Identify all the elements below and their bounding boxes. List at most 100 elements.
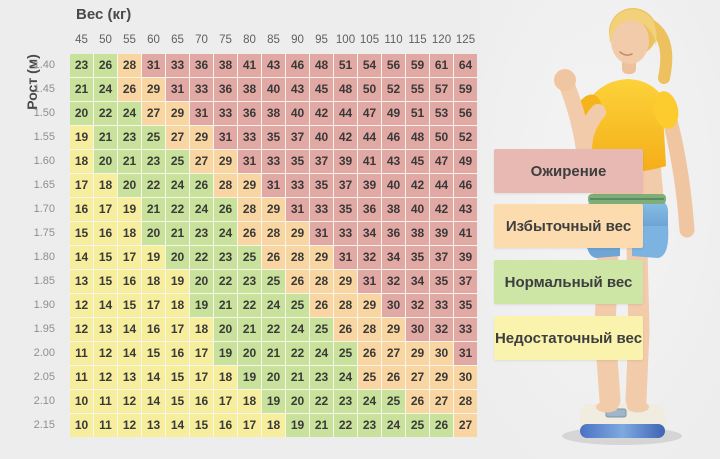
bmi-cell: 29: [310, 246, 333, 269]
bmi-cell: 38: [382, 198, 405, 221]
bmi-cell: 57: [430, 78, 453, 101]
bmi-cell: 22: [142, 174, 165, 197]
bmi-cell: 28: [238, 198, 261, 221]
bmi-cell: 33: [286, 174, 309, 197]
bmi-cell: 26: [358, 342, 381, 365]
bmi-cell: 49: [382, 102, 405, 125]
bmi-cell: 53: [430, 102, 453, 125]
bmi-cell: 21: [94, 126, 117, 149]
bmi-cell: 49: [454, 150, 477, 173]
bmi-cell: 15: [94, 270, 117, 293]
bmi-cell: 18: [118, 222, 141, 245]
bmi-cell: 48: [334, 78, 357, 101]
weight-header: 85: [267, 34, 280, 46]
weight-header: 55: [123, 34, 136, 46]
bmi-cell: 54: [358, 54, 381, 77]
bmi-cell: 25: [238, 246, 261, 269]
bmi-cell: 28: [118, 54, 141, 77]
bmi-cell: 52: [454, 126, 477, 149]
bmi-cell: 22: [310, 390, 333, 413]
bmi-cell: 36: [238, 102, 261, 125]
bmi-cell: 27: [430, 390, 453, 413]
bmi-cell: 51: [334, 54, 357, 77]
bmi-cell: 25: [310, 318, 333, 341]
legend-normal-label: Нормальный вес: [504, 273, 633, 291]
bmi-cell: 36: [214, 78, 237, 101]
bmi-cell: 31: [358, 270, 381, 293]
bmi-cell: 20: [94, 150, 117, 173]
height-label: 1.40: [33, 59, 55, 71]
height-label: 1.90: [33, 299, 55, 311]
bmi-cell: 40: [406, 198, 429, 221]
bmi-cell: 46: [382, 126, 405, 149]
height-label: 1.45: [33, 83, 55, 95]
bmi-cell: 23: [310, 366, 333, 389]
bmi-cell: 26: [118, 78, 141, 101]
bmi-cell: 38: [238, 78, 261, 101]
height-label: 1.60: [33, 155, 55, 167]
left-sleeve: [653, 91, 679, 129]
bmi-cell: 14: [166, 414, 189, 437]
bmi-cell: 37: [454, 270, 477, 293]
bmi-cell: 29: [334, 270, 357, 293]
weight-header: 115: [408, 34, 427, 46]
bmi-cell: 33: [334, 222, 357, 245]
bmi-cell: 17: [214, 390, 237, 413]
bmi-cell: 19: [118, 198, 141, 221]
bmi-cell: 28: [214, 174, 237, 197]
bmi-cell: 17: [166, 318, 189, 341]
height-label: 1.70: [33, 203, 55, 215]
bmi-cell: 31: [310, 222, 333, 245]
bmi-cell: 46: [454, 174, 477, 197]
bmi-cell: 13: [118, 366, 141, 389]
bmi-cell: 31: [166, 78, 189, 101]
weight-header: 100: [335, 34, 356, 46]
bmi-cell: 22: [286, 342, 309, 365]
bmi-cell: 61: [430, 54, 453, 77]
bmi-cell: 19: [70, 126, 93, 149]
bmi-cell: 25: [286, 294, 309, 317]
bmi-cell: 43: [286, 78, 309, 101]
weight-scale-trim: [580, 424, 665, 438]
bmi-cell: 22: [238, 294, 261, 317]
weight-header: 110: [384, 34, 403, 46]
bmi-cell: 47: [358, 102, 381, 125]
bmi-cell: 31: [142, 54, 165, 77]
bmi-cell: 17: [190, 342, 213, 365]
bmi-cell: 29: [262, 198, 285, 221]
bmi-cell: 29: [286, 222, 309, 245]
bmi-cell: 25: [334, 342, 357, 365]
bmi-cell: 28: [286, 246, 309, 269]
bmi-cell: 16: [142, 318, 165, 341]
bmi-cell: 14: [70, 246, 93, 269]
bmi-cell: 18: [142, 270, 165, 293]
bmi-cell: 26: [286, 270, 309, 293]
bmi-cell: 22: [166, 198, 189, 221]
bmi-cell: 44: [430, 174, 453, 197]
weight-header: 65: [171, 34, 184, 46]
bmi-cell: 38: [262, 102, 285, 125]
bmi-cell: 18: [262, 414, 285, 437]
bmi-cell: 23: [238, 270, 261, 293]
height-label: 2.00: [33, 347, 55, 359]
bmi-cell: 29: [166, 102, 189, 125]
bmi-cell: 35: [334, 198, 357, 221]
bmi-cell: 29: [382, 318, 405, 341]
height-label: 1.65: [33, 179, 55, 191]
bmi-cell: 26: [406, 390, 429, 413]
bmi-cell: 31: [238, 150, 261, 173]
bmi-cell: 22: [334, 414, 357, 437]
weight-axis-label: Вес (кг): [76, 6, 132, 23]
bmi-cell: 12: [94, 366, 117, 389]
height-label: 1.55: [33, 131, 55, 143]
bmi-cell: 15: [166, 390, 189, 413]
bmi-cell: 51: [406, 102, 429, 125]
bmi-cell: 28: [454, 390, 477, 413]
weight-header: 120: [431, 34, 452, 46]
bmi-cell: 21: [142, 198, 165, 221]
bmi-cell: 14: [142, 366, 165, 389]
bmi-cell: 59: [406, 54, 429, 77]
bmi-cell: 18: [166, 294, 189, 317]
bmi-cell: 23: [142, 150, 165, 173]
